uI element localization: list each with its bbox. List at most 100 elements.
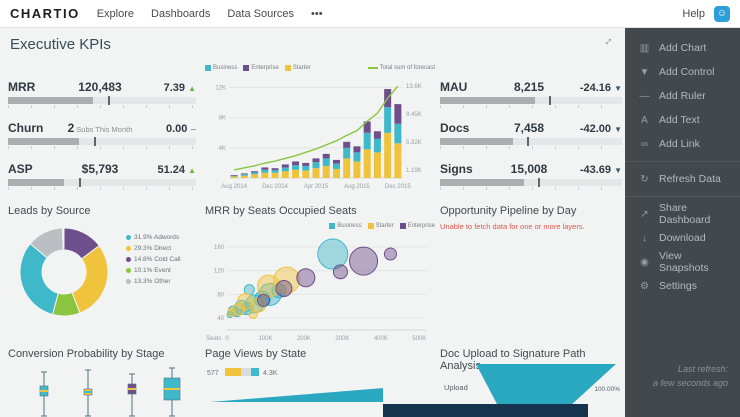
bar-segment[interactable] — [353, 152, 361, 162]
bubble-enterprise[interactable] — [332, 264, 348, 280]
legend-item-starter[interactable]: Starter — [367, 223, 394, 229]
bar-segment[interactable] — [353, 146, 361, 153]
sidebar-item-add-control[interactable]: ▼ Add Control — [625, 60, 740, 84]
doc-upload-funnel-svg[interactable]: Upload 100.00% — [440, 360, 622, 417]
conversion-probability-svg[interactable] — [8, 362, 193, 417]
bar-segment[interactable] — [322, 153, 330, 159]
bar-segment[interactable] — [230, 176, 238, 178]
forecast-line[interactable] — [233, 85, 399, 171]
bubble-starter[interactable] — [227, 307, 237, 317]
sidebar-item-download[interactable]: ↓ Download — [625, 226, 740, 250]
bar-segment[interactable] — [394, 104, 402, 124]
legend-item-enterprise[interactable]: Enterprise — [399, 223, 435, 229]
pie-slice-adwords[interactable] — [19, 243, 59, 316]
bar-segment[interactable] — [281, 171, 289, 178]
bar-segment[interactable] — [373, 152, 381, 178]
bubble-business[interactable] — [317, 238, 349, 270]
legend-item-starter[interactable]: Starter — [284, 65, 311, 71]
sidebar-item-view-snapshots[interactable]: ◉ View Snapshots — [625, 250, 740, 274]
nav-item-explore[interactable]: Explore — [96, 7, 135, 20]
kpi-asp[interactable]: ASP $5,793 51.24 ▲ — [8, 162, 196, 190]
bubble-starter[interactable] — [251, 297, 267, 313]
bar-segment[interactable] — [261, 172, 269, 178]
leads-by-source-donut[interactable] — [16, 224, 112, 320]
mrr-forecast-chart[interactable]: Business Enterprise Starter Total sum of fo… — [205, 62, 435, 192]
bar-segment[interactable] — [312, 168, 320, 178]
bar-segment[interactable] — [373, 131, 381, 139]
bubble-starter[interactable] — [248, 310, 258, 320]
bar-segment[interactable] — [251, 174, 259, 178]
bubble-enterprise[interactable] — [296, 268, 316, 288]
bar-segment[interactable] — [343, 158, 351, 178]
sidebar-item-add-ruler[interactable]: ― Add Ruler — [625, 84, 740, 108]
bar-segment[interactable] — [394, 123, 402, 144]
page-views-svg[interactable]: 577 4.3K — [205, 362, 390, 417]
legend-item-enterprise[interactable]: Enterprise — [243, 65, 279, 71]
legend-item-adwords[interactable]: 31.9% Adwords — [126, 232, 181, 243]
legend-item-other[interactable]: 13.3% Other — [126, 276, 181, 287]
bar-segment[interactable] — [363, 132, 371, 150]
sidebar-item-settings[interactable]: ⚙ Settings — [625, 274, 740, 298]
bar-segment[interactable] — [261, 167, 269, 170]
nav-item-data-sources[interactable]: Data Sources — [227, 7, 294, 20]
sidebar-item-add-text[interactable]: A Add Text — [625, 108, 740, 132]
legend-item-cold-call[interactable]: 14.8% Cold Call — [126, 254, 181, 265]
bar-segment[interactable] — [292, 165, 300, 170]
bar-segment[interactable] — [322, 158, 330, 166]
kpi-mau[interactable]: MAU 8,215 -24.16 ▼ — [440, 80, 622, 108]
bar-segment[interactable] — [332, 163, 340, 169]
bar-segment[interactable] — [353, 161, 361, 178]
bar-segment[interactable] — [240, 174, 248, 176]
distribution-wedge[interactable] — [210, 388, 383, 402]
nav-item-more[interactable]: ••• — [311, 7, 323, 20]
mini-bar-segment[interactable] — [225, 368, 241, 376]
bubble-enterprise[interactable] — [275, 279, 293, 297]
pie-slice-other[interactable] — [29, 227, 64, 259]
bar-segment[interactable] — [292, 161, 300, 166]
bar-segment[interactable] — [261, 169, 269, 173]
bar-segment[interactable] — [322, 165, 330, 178]
bar-segment[interactable] — [384, 107, 392, 133]
bar-segment[interactable] — [363, 121, 371, 133]
nav-item-dashboards[interactable]: Dashboards — [151, 7, 211, 20]
bar-segment[interactable] — [363, 149, 371, 178]
bar-segment[interactable] — [332, 168, 340, 178]
bar-segment[interactable] — [281, 167, 289, 172]
bar-segment[interactable] — [302, 162, 310, 166]
bar-segment[interactable] — [230, 174, 238, 176]
bar-segment[interactable] — [312, 158, 320, 163]
kpi-churn[interactable]: Churn 2 Subs This Month 0.00 – — [8, 121, 196, 149]
bar-segment[interactable] — [343, 147, 351, 159]
bar-segment[interactable] — [332, 159, 340, 164]
help-link[interactable]: Help — [682, 7, 705, 20]
chat-icon[interactable]: ☺ — [714, 5, 730, 22]
bar-segment[interactable] — [240, 173, 248, 175]
kpi-mrr[interactable]: MRR 120,483 7.39 ▲ — [8, 80, 196, 108]
bar-segment[interactable] — [292, 169, 300, 178]
mini-bar-segment[interactable] — [241, 368, 251, 376]
bar-segment[interactable] — [343, 141, 351, 148]
bar-segment[interactable] — [240, 175, 248, 178]
bubble-starter[interactable] — [236, 293, 254, 311]
bar-segment[interactable] — [251, 172, 259, 175]
bar-segment[interactable] — [394, 143, 402, 178]
bubble-enterprise[interactable] — [383, 247, 397, 261]
bar-segment[interactable] — [373, 138, 381, 153]
bubble-enterprise[interactable] — [349, 246, 379, 276]
bar-segment[interactable] — [251, 171, 259, 173]
bar-segment[interactable] — [312, 162, 320, 169]
bar-segment[interactable] — [271, 172, 279, 178]
legend-item-direct[interactable]: 29.3% Direct — [126, 243, 181, 254]
legend-item-total-sum-of-forecast[interactable]: Total sum of forecast — [367, 65, 435, 71]
sidebar-item-refresh-data[interactable]: ↻ Refresh Data — [625, 167, 740, 191]
mrr-by-seats-chart[interactable]: Business Starter Enterprise 40 80 120 160 0 100… — [205, 220, 435, 344]
sidebar-item-add-chart[interactable]: ▥ Add Chart — [625, 36, 740, 60]
legend-item-event[interactable]: 10.1% Event — [126, 265, 181, 276]
bar-segment[interactable] — [230, 175, 238, 177]
chartio-logo[interactable]: CHARTIO — [10, 6, 80, 21]
funnel-stage-1[interactable] — [476, 364, 616, 406]
kpi-docs[interactable]: Docs 7,458 -42.00 ▼ — [440, 121, 622, 149]
bar-segment[interactable] — [302, 170, 310, 178]
bubble-enterprise[interactable] — [257, 293, 271, 307]
bar-segment[interactable] — [281, 164, 289, 168]
